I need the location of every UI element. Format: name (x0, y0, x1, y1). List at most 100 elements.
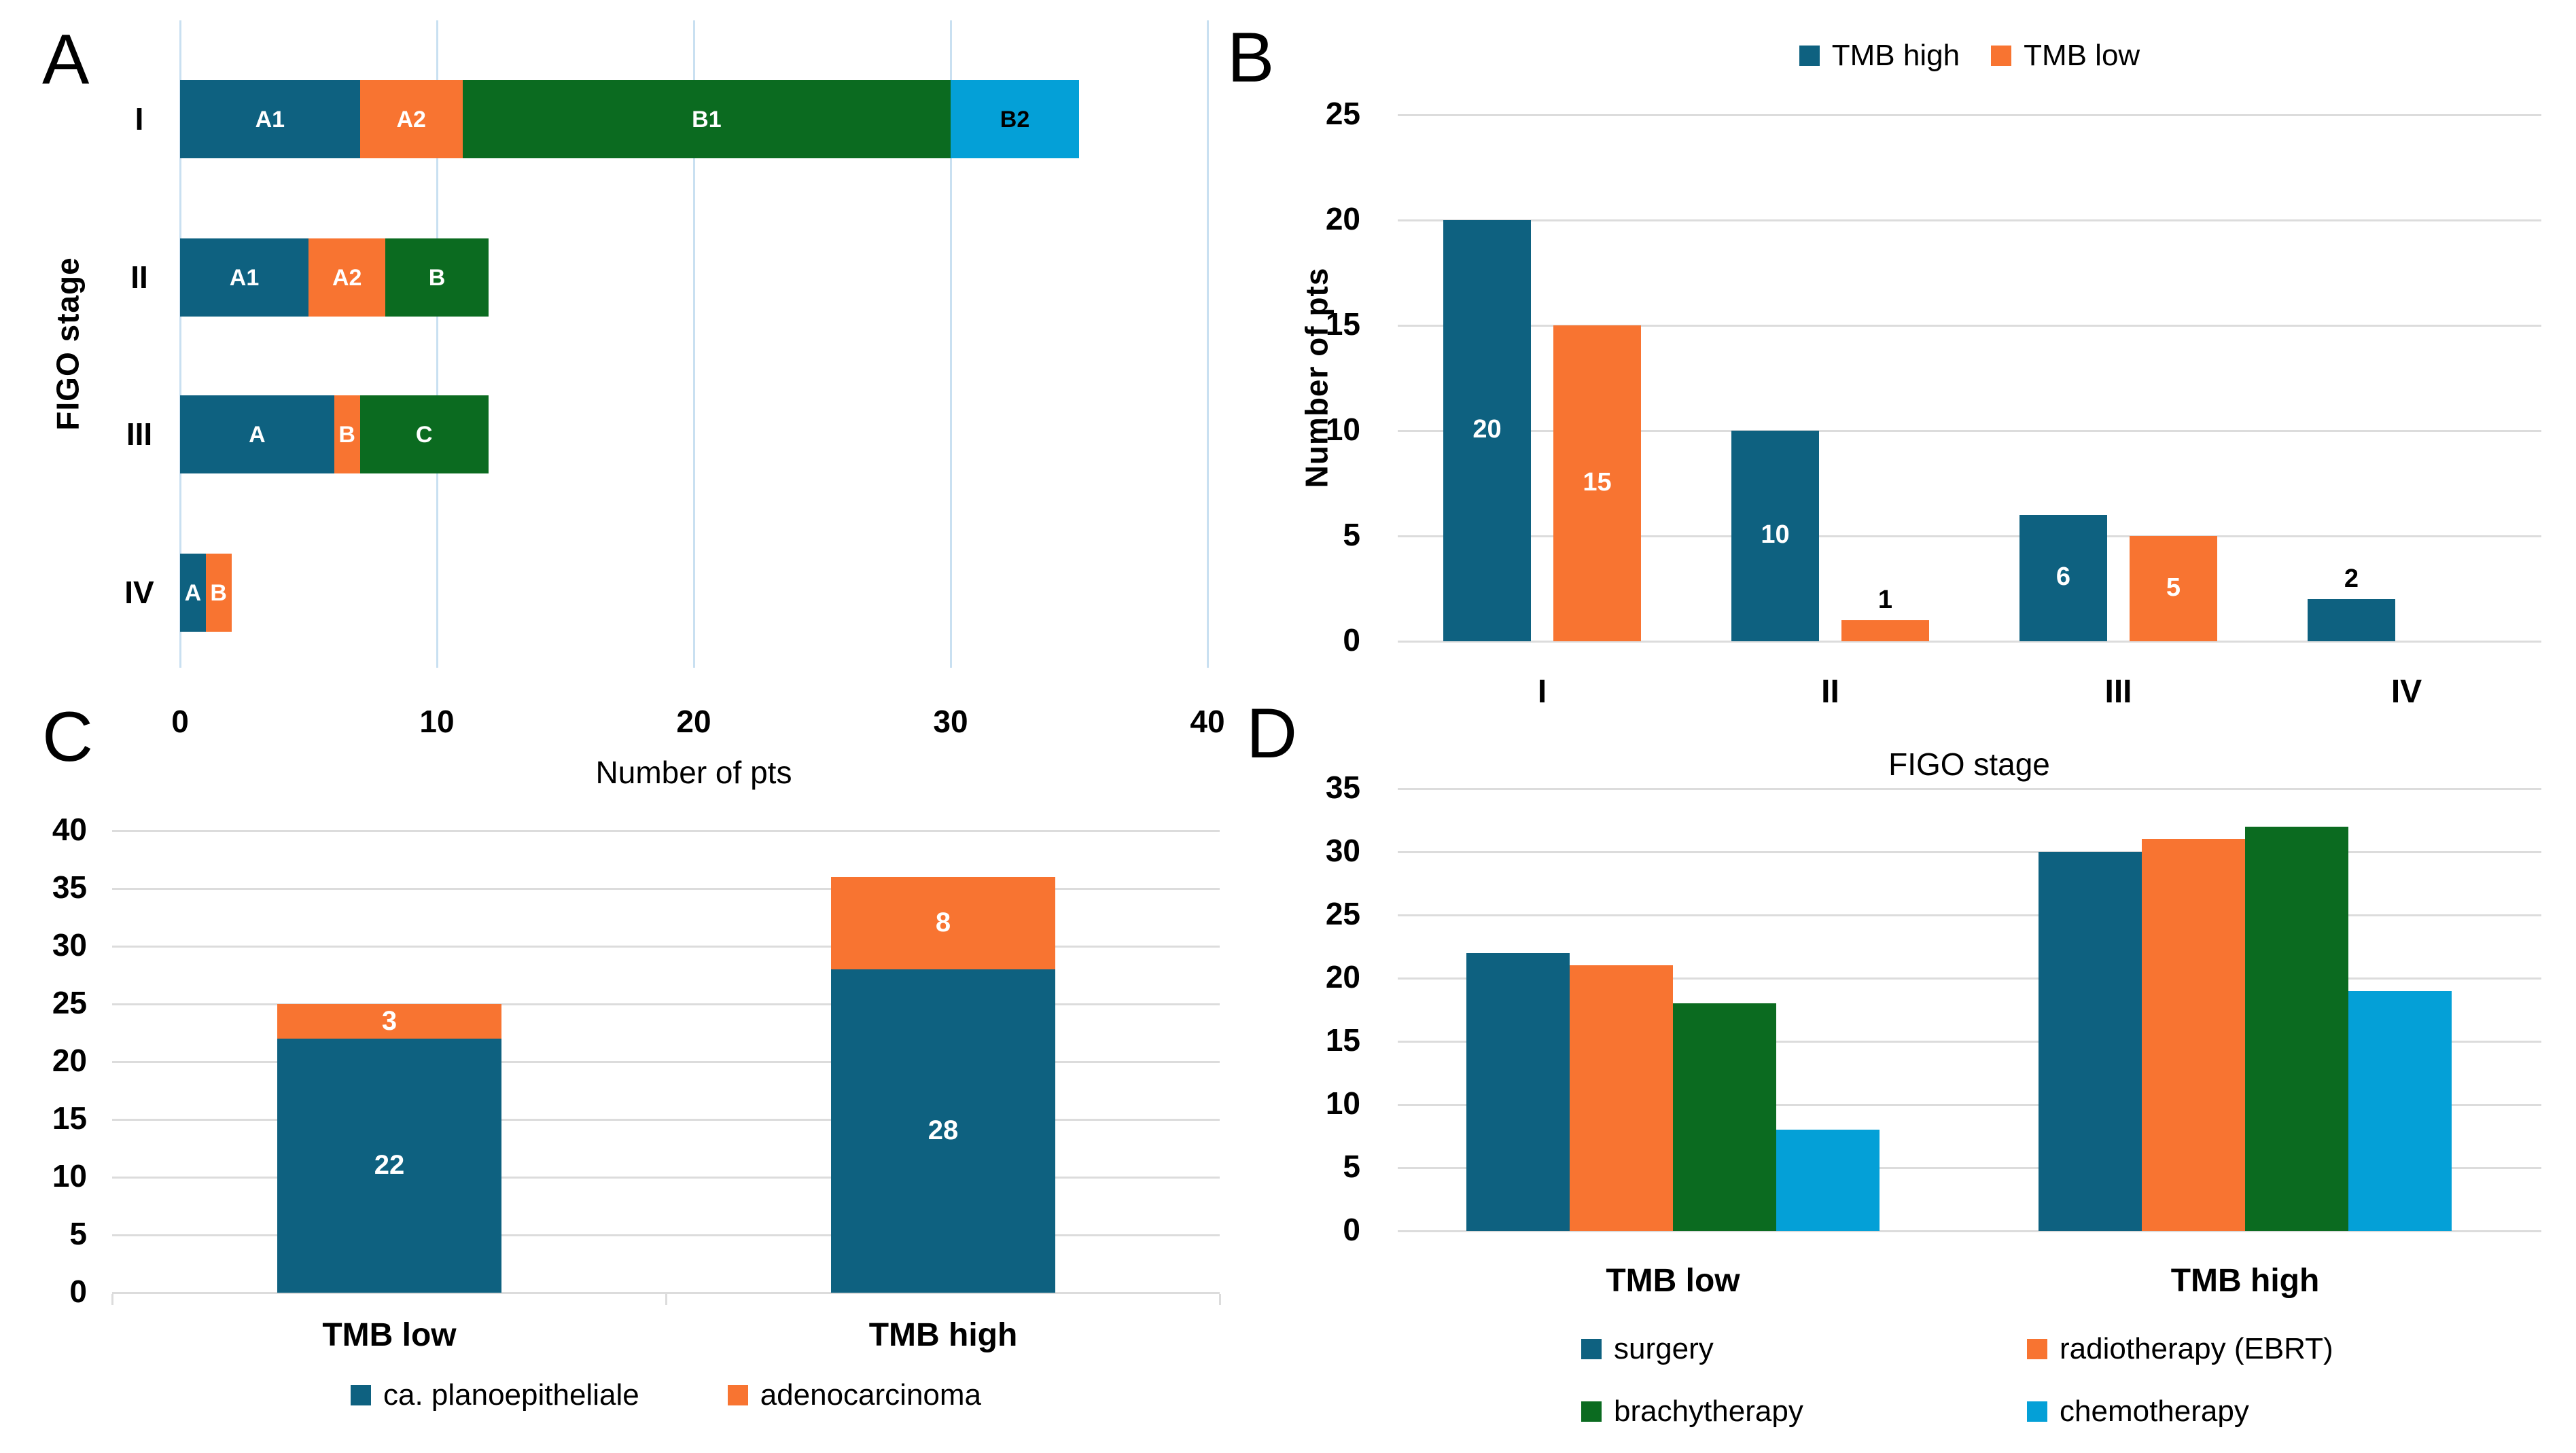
bar-segment-label: C (415, 421, 433, 448)
legend-label: brachytherapy (1614, 1395, 1803, 1428)
legend-swatch (1991, 46, 2012, 67)
data-label: 20 (1472, 415, 1502, 444)
bar-segment-label: A (184, 579, 202, 606)
legend-label: ca. planoepitheliale (383, 1378, 639, 1412)
bar (2039, 852, 2142, 1231)
bar (2130, 536, 2217, 641)
x-tick-label: TMB high (868, 1317, 1018, 1353)
y-tick-label: 15 (1325, 306, 1360, 342)
bar (1673, 1003, 1776, 1231)
bar-segment: B (205, 554, 232, 632)
bar (1570, 965, 1673, 1231)
bar (1841, 620, 1929, 641)
bar (831, 877, 1055, 969)
gridline (1398, 1104, 2541, 1106)
legend: ca. planoepitheliale adenocarcinoma (112, 1378, 1220, 1412)
legend-item: ca. planoepitheliale (350, 1378, 639, 1412)
bar-segment: B (334, 395, 360, 473)
bar (2019, 515, 2107, 641)
y-tick-label: 0 (1343, 1212, 1360, 1247)
y-tick-label: 20 (1325, 201, 1360, 236)
y-tick-label: I (135, 101, 144, 137)
legend-item: TMB high (1799, 39, 1960, 72)
x-tick-label: TMB low (1606, 1263, 1740, 1299)
gridline (693, 20, 695, 668)
bar-segment-label: B (210, 579, 227, 606)
bar (2308, 599, 2395, 641)
legend-swatch (2027, 1401, 2047, 1422)
gridline (1398, 977, 2541, 980)
bar (2245, 826, 2348, 1231)
bar-segment-label: B (428, 264, 446, 291)
axis-title-y: FIGO stage (50, 257, 86, 431)
y-tick-label: 35 (52, 869, 87, 905)
gridline (112, 1119, 1220, 1121)
x-tick-label: III (2104, 674, 2132, 710)
axis-title-x: Number of pts (595, 755, 792, 790)
gridline (1398, 114, 2541, 116)
y-tick-label: 5 (69, 1216, 87, 1251)
bar (1776, 1130, 1880, 1231)
data-label: 22 (374, 1150, 405, 1180)
legend-item: chemotherapy (2027, 1395, 2249, 1428)
data-label: 8 (935, 908, 951, 937)
x-tick-label: TMB high (2170, 1263, 2320, 1299)
legend-label: TMB low (2024, 39, 2140, 72)
bar-segment-label: B (338, 421, 355, 448)
legend-item: brachytherapy (1581, 1395, 1803, 1428)
bar-segment-label: B2 (1000, 106, 1030, 132)
gridline (1398, 641, 2541, 643)
gridline (112, 1292, 1220, 1294)
legend-item: TMB low (1991, 39, 2140, 72)
bar-segment-label: A1 (255, 106, 285, 132)
legend: TMB high TMB low (1398, 39, 2541, 72)
bar-segment: B (385, 238, 489, 317)
data-label: 28 (928, 1115, 959, 1145)
bar-segment: A (180, 395, 334, 473)
y-tick-label: 40 (52, 812, 87, 847)
legend-item: adenocarcinoma (727, 1378, 981, 1412)
bar-segment: A2 (308, 238, 386, 317)
x-tick-label: II (1821, 674, 1839, 710)
x-tick-label: 40 (1190, 704, 1225, 739)
bar-segment-label: A (249, 421, 266, 448)
y-tick-label: 15 (1325, 1022, 1360, 1058)
bar (1466, 952, 1570, 1231)
data-label: 6 (2055, 562, 2071, 591)
y-tick-label: 10 (1325, 1086, 1360, 1121)
gridline (1398, 430, 2541, 432)
x-tick-label: 10 (419, 704, 455, 739)
axis-tick-mark (111, 1294, 113, 1305)
x-tick-label: I (1537, 674, 1547, 710)
bar (277, 1004, 501, 1039)
gridline (112, 1003, 1220, 1005)
bar (2348, 990, 2452, 1231)
y-tick-label: 30 (52, 927, 87, 963)
gridline (1398, 851, 2541, 853)
data-label: 1 (1877, 586, 1893, 614)
data-label: 10 (1761, 520, 1790, 549)
data-label: 2 (2344, 564, 2359, 593)
panel-d-letter: D (1246, 694, 1298, 773)
y-tick-label: 25 (1325, 96, 1360, 131)
gridline (112, 1061, 1220, 1063)
gridline (1398, 788, 2541, 790)
legend-swatch (2027, 1339, 2047, 1360)
bar-segment: A1 (180, 80, 360, 158)
y-tick-label: 5 (1343, 1149, 1360, 1184)
y-tick-label: 10 (52, 1158, 87, 1194)
gridline (1398, 914, 2541, 916)
bar (2142, 839, 2245, 1231)
y-tick-label: 20 (1325, 959, 1360, 994)
legend-label: radiotherapy (EBRT) (2060, 1332, 2333, 1365)
bar (1731, 431, 1819, 641)
gridline (179, 20, 181, 668)
bar-segment: A (180, 554, 206, 632)
gridline (112, 830, 1220, 832)
gridline (112, 946, 1220, 948)
legend-item: surgery (1581, 1332, 1714, 1365)
gridline (1398, 219, 2541, 221)
bar-segment: A2 (359, 80, 463, 158)
y-tick-label: 25 (1325, 896, 1360, 931)
